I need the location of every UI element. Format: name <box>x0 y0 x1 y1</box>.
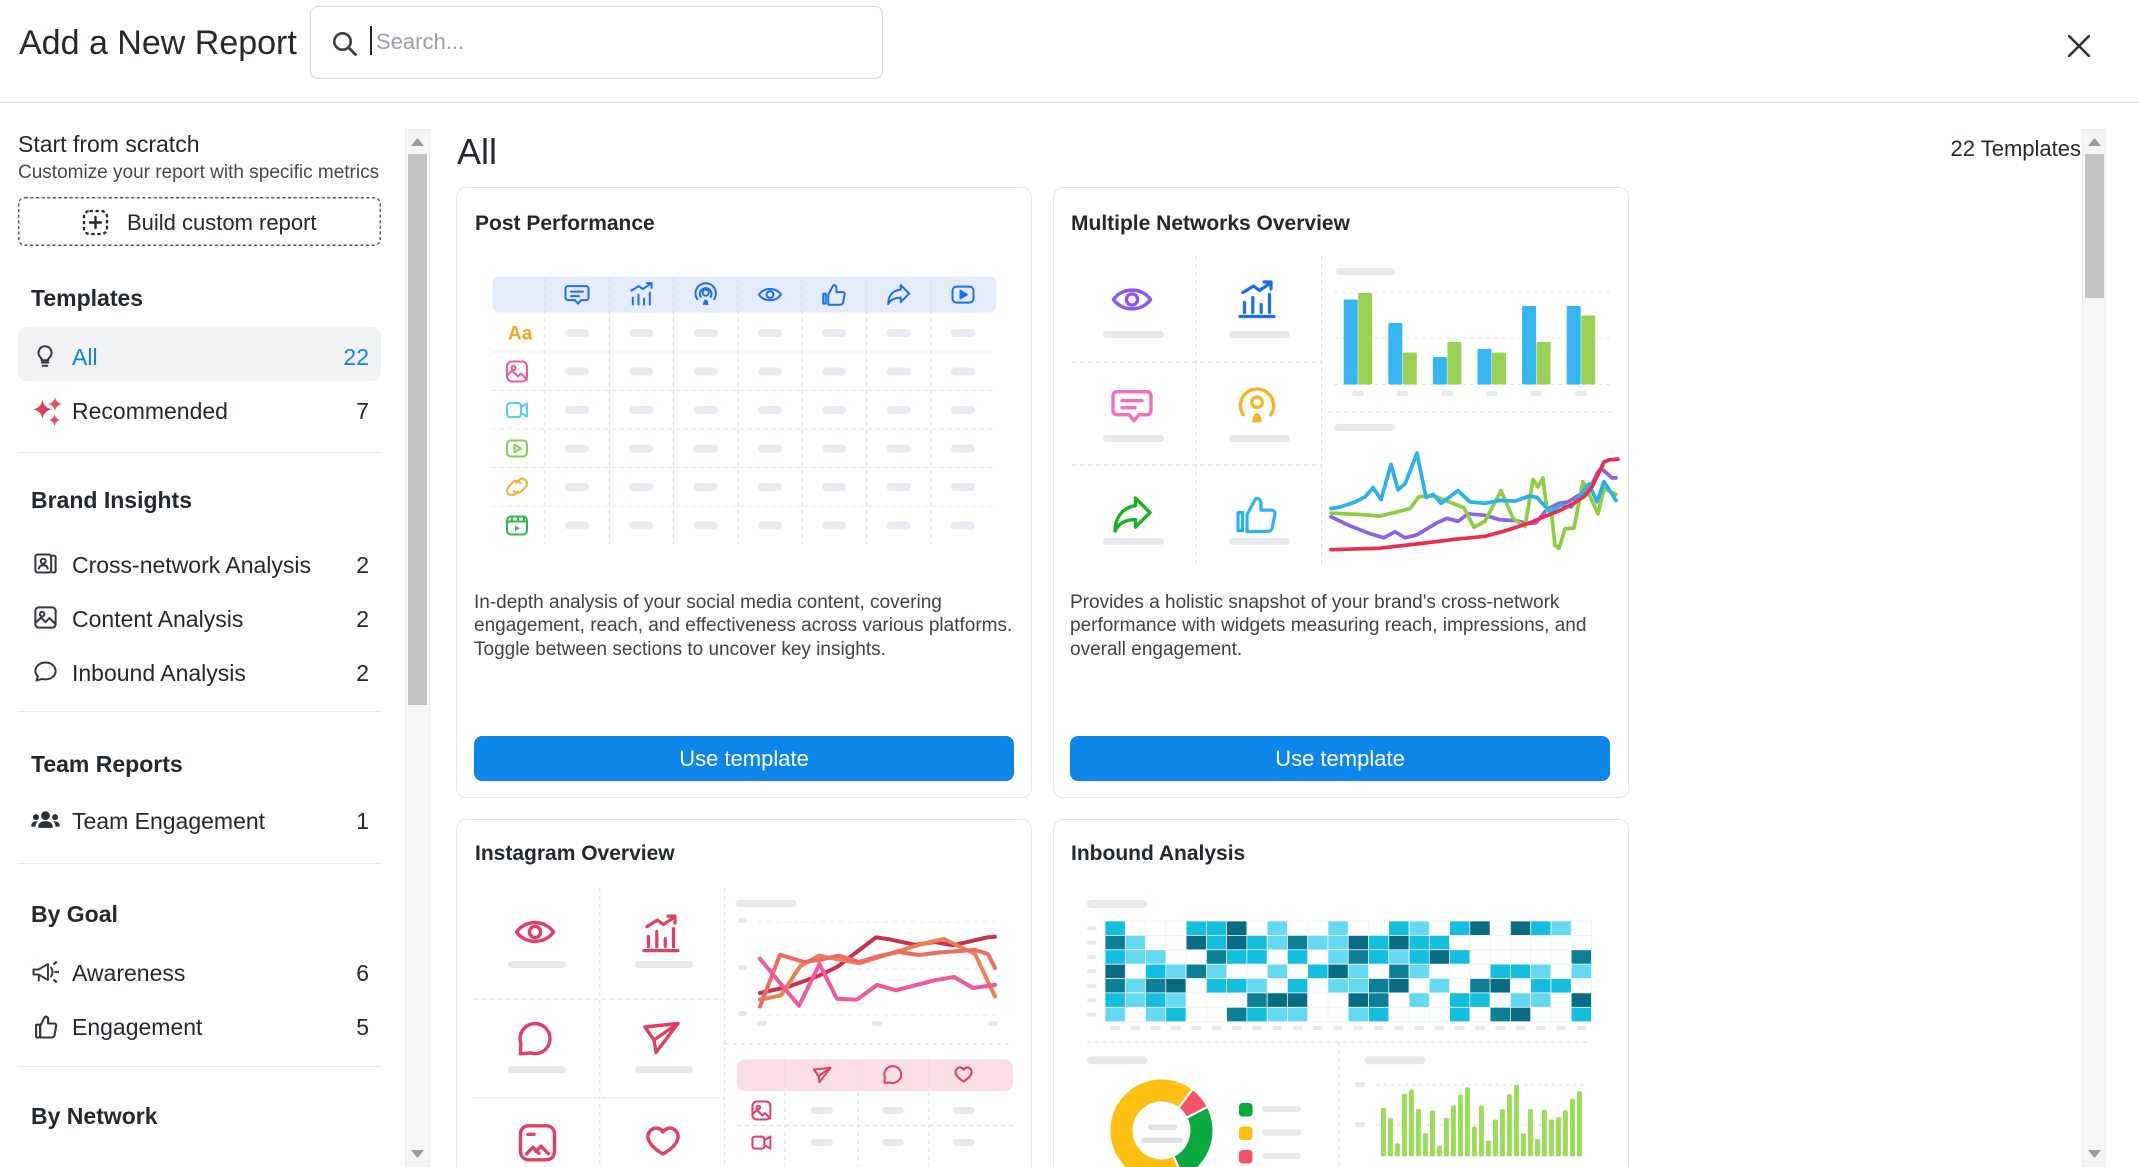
svg-text:Aa: Aa <box>508 324 533 345</box>
